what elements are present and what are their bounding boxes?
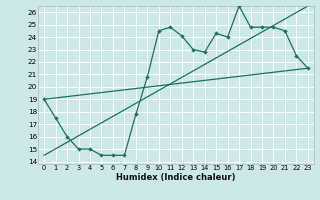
X-axis label: Humidex (Indice chaleur): Humidex (Indice chaleur)	[116, 173, 236, 182]
